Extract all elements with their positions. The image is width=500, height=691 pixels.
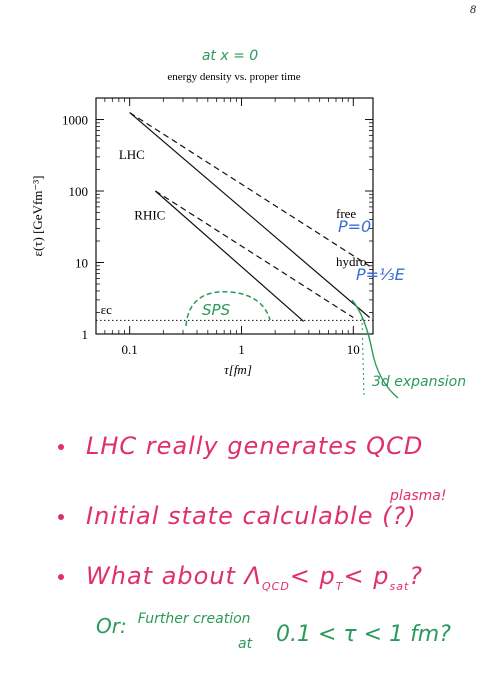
expansion-curve — [351, 299, 399, 399]
note-sub-sat: sat — [389, 580, 410, 593]
expansion-label: 3d expansion — [372, 374, 466, 390]
sps-label: SPS — [202, 301, 231, 319]
bullet-dot — [58, 514, 64, 520]
note-initial-state-text: Initial state calculable (?) — [86, 502, 417, 530]
note-sub-t: T — [335, 580, 344, 593]
note-lhc-text: LHC really generates QCD — [86, 432, 424, 460]
chart-annotation: LHC — [119, 147, 145, 162]
note-what-about-b: < p — [289, 562, 336, 590]
further-line2: 0.1 < τ < 1 fm? — [276, 622, 451, 647]
plot-frame — [95, 97, 374, 335]
x-axis-label: τ[fm] — [224, 362, 252, 377]
note-what-about-c: < p — [343, 562, 390, 590]
x-tick-label: 1 — [238, 342, 245, 357]
further-line1: Further creation — [137, 611, 251, 627]
note-what-about-a: What about Λ — [86, 562, 262, 590]
further-at: at — [238, 636, 253, 652]
chart-annotation: RHIC — [134, 207, 165, 222]
series-line-lhc-free — [129, 112, 370, 267]
series-line-rhic-hydro — [155, 190, 305, 322]
chart-annotation: εc — [101, 302, 112, 317]
note-what-about-d: ? — [409, 562, 424, 590]
y-tick-label: 100 — [69, 184, 89, 199]
note-what-about: What about ΛQCD< pT< psat? — [58, 562, 498, 593]
expansion-tick — [361, 317, 365, 399]
chart-title-annotation: at x = 0 — [202, 48, 258, 64]
chart-title: energy density vs. proper time — [167, 71, 300, 83]
note-lhc: LHC really generates QCD — [58, 432, 498, 460]
note-lhc-continued: plasma! — [390, 488, 447, 504]
chart-annotation: hydro — [336, 254, 366, 269]
y-tick-label: 1 — [82, 327, 89, 342]
bullet-dot — [58, 574, 64, 580]
hydro-equation-note: P=⅓E — [356, 265, 406, 284]
sps-dome — [185, 291, 271, 327]
series-line-lhc-hydro — [129, 112, 370, 318]
bullet-dot — [58, 444, 64, 450]
y-tick-label: 1000 — [62, 113, 88, 128]
chart-annotation: free — [336, 206, 356, 221]
x-tick-label: 0.1 — [122, 342, 138, 357]
x-tick-label: 10 — [347, 342, 360, 357]
note-initial-state: Initial state calculable (?) — [58, 502, 498, 530]
energy-density-chart: at x = 0 energy density vs. proper time … — [30, 48, 466, 399]
further-or: Or: — [96, 614, 127, 638]
note-further-creation: Or: Further creation at 0.1 < τ < 1 fm? — [96, 611, 451, 652]
free-equation-note: P=0 — [338, 217, 371, 236]
y-tick-label: 10 — [75, 256, 88, 271]
note-sub-qcd: QCD — [261, 580, 290, 593]
page-number: 8 — [470, 2, 476, 16]
y-axis-label: ε(τ) [GeVfm⁻³] — [30, 176, 45, 257]
series-line-rhic-free — [155, 190, 354, 319]
